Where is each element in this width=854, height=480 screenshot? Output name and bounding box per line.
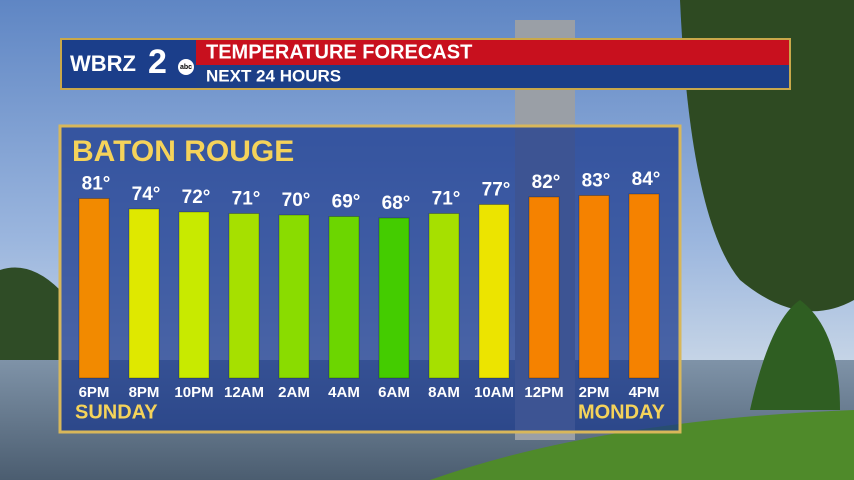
- x-tick-label: 8PM: [129, 384, 160, 401]
- plot: 81° 6PM 74° 8PM 72° 10PM 71° 12AM 70° 2AM 69° 4AM 68…: [75, 169, 666, 423]
- logo-number: 2: [148, 43, 167, 81]
- x-tick-label: 10PM: [174, 384, 213, 401]
- title: TEMPERATURE FORECAST: [206, 41, 472, 63]
- x-tick-label: 6PM: [79, 384, 110, 401]
- bar: [228, 213, 260, 379]
- value-label: 84°: [632, 169, 661, 190]
- bar: [478, 204, 510, 379]
- day-label: MONDAY: [578, 401, 666, 423]
- value-label: 83°: [582, 171, 611, 192]
- x-tick-label: 6AM: [378, 384, 410, 401]
- bar: [528, 196, 560, 379]
- bar: [328, 216, 360, 379]
- value-label: 68°: [382, 193, 411, 214]
- value-label: 70°: [282, 190, 311, 211]
- logo: WBRZ: [70, 51, 136, 76]
- value-label: 77°: [482, 180, 511, 201]
- x-tick-label: 2AM: [278, 384, 310, 401]
- value-label: 74°: [132, 184, 161, 205]
- chart-title: BATON ROUGE: [72, 135, 294, 168]
- x-tick-label: 12AM: [224, 384, 264, 401]
- x-tick-label: 4PM: [629, 384, 660, 401]
- x-tick-label: 12PM: [524, 384, 563, 401]
- bar: [378, 217, 410, 379]
- bar: [178, 211, 210, 379]
- bar: [78, 198, 110, 379]
- value-label: 71°: [432, 189, 461, 210]
- day-label: SUNDAY: [75, 401, 158, 423]
- value-label: 69°: [332, 192, 361, 213]
- value-label: 71°: [232, 189, 261, 210]
- bar: [578, 195, 610, 379]
- value-label: 82°: [532, 172, 561, 193]
- network-logo: abc: [180, 64, 192, 71]
- header: WBRZ 2 abc TEMPERATURE FORECAST NEXT 24 …: [60, 38, 791, 90]
- bar: [428, 213, 460, 379]
- x-tick-label: 10AM: [474, 384, 514, 401]
- value-label: 72°: [182, 187, 211, 208]
- x-tick-label: 4AM: [328, 384, 360, 401]
- value-label: 81°: [82, 174, 111, 195]
- subtitle: NEXT 24 HOURS: [206, 66, 341, 85]
- bar: [278, 214, 310, 379]
- bar: [128, 208, 160, 379]
- x-tick-label: 2PM: [579, 384, 610, 401]
- panel: [58, 124, 682, 434]
- x-tick-label: 8AM: [428, 384, 460, 401]
- bar: [628, 193, 660, 379]
